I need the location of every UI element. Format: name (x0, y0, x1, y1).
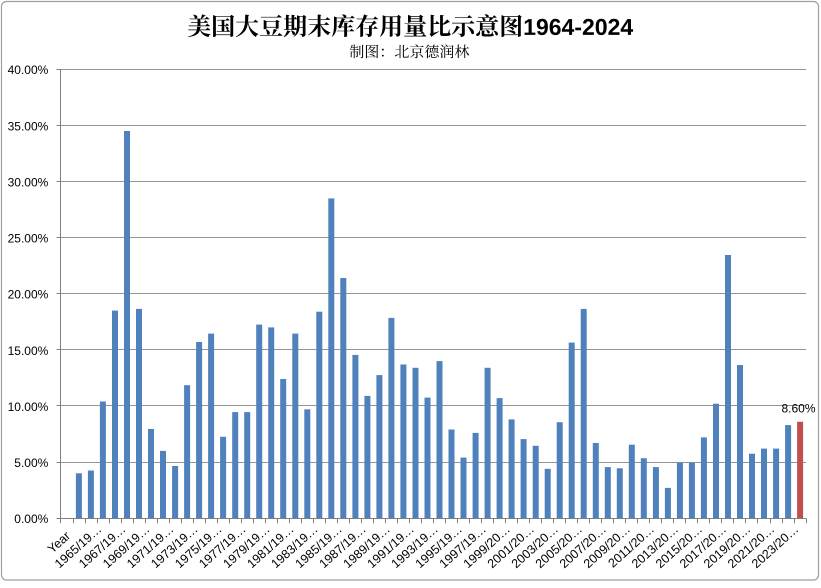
svg-text:30.00%: 30.00% (8, 175, 49, 189)
svg-text:35.00%: 35.00% (8, 119, 49, 133)
svg-text:40.00%: 40.00% (8, 63, 49, 77)
svg-text:25.00%: 25.00% (8, 232, 49, 246)
svg-text:20.00%: 20.00% (8, 288, 49, 302)
svg-text:5.00%: 5.00% (14, 456, 48, 470)
svg-text:10.00%: 10.00% (8, 400, 49, 414)
svg-text:0.00%: 0.00% (14, 512, 48, 526)
svg-text:8.60%: 8.60% (781, 402, 815, 416)
svg-text:15.00%: 15.00% (8, 344, 49, 358)
